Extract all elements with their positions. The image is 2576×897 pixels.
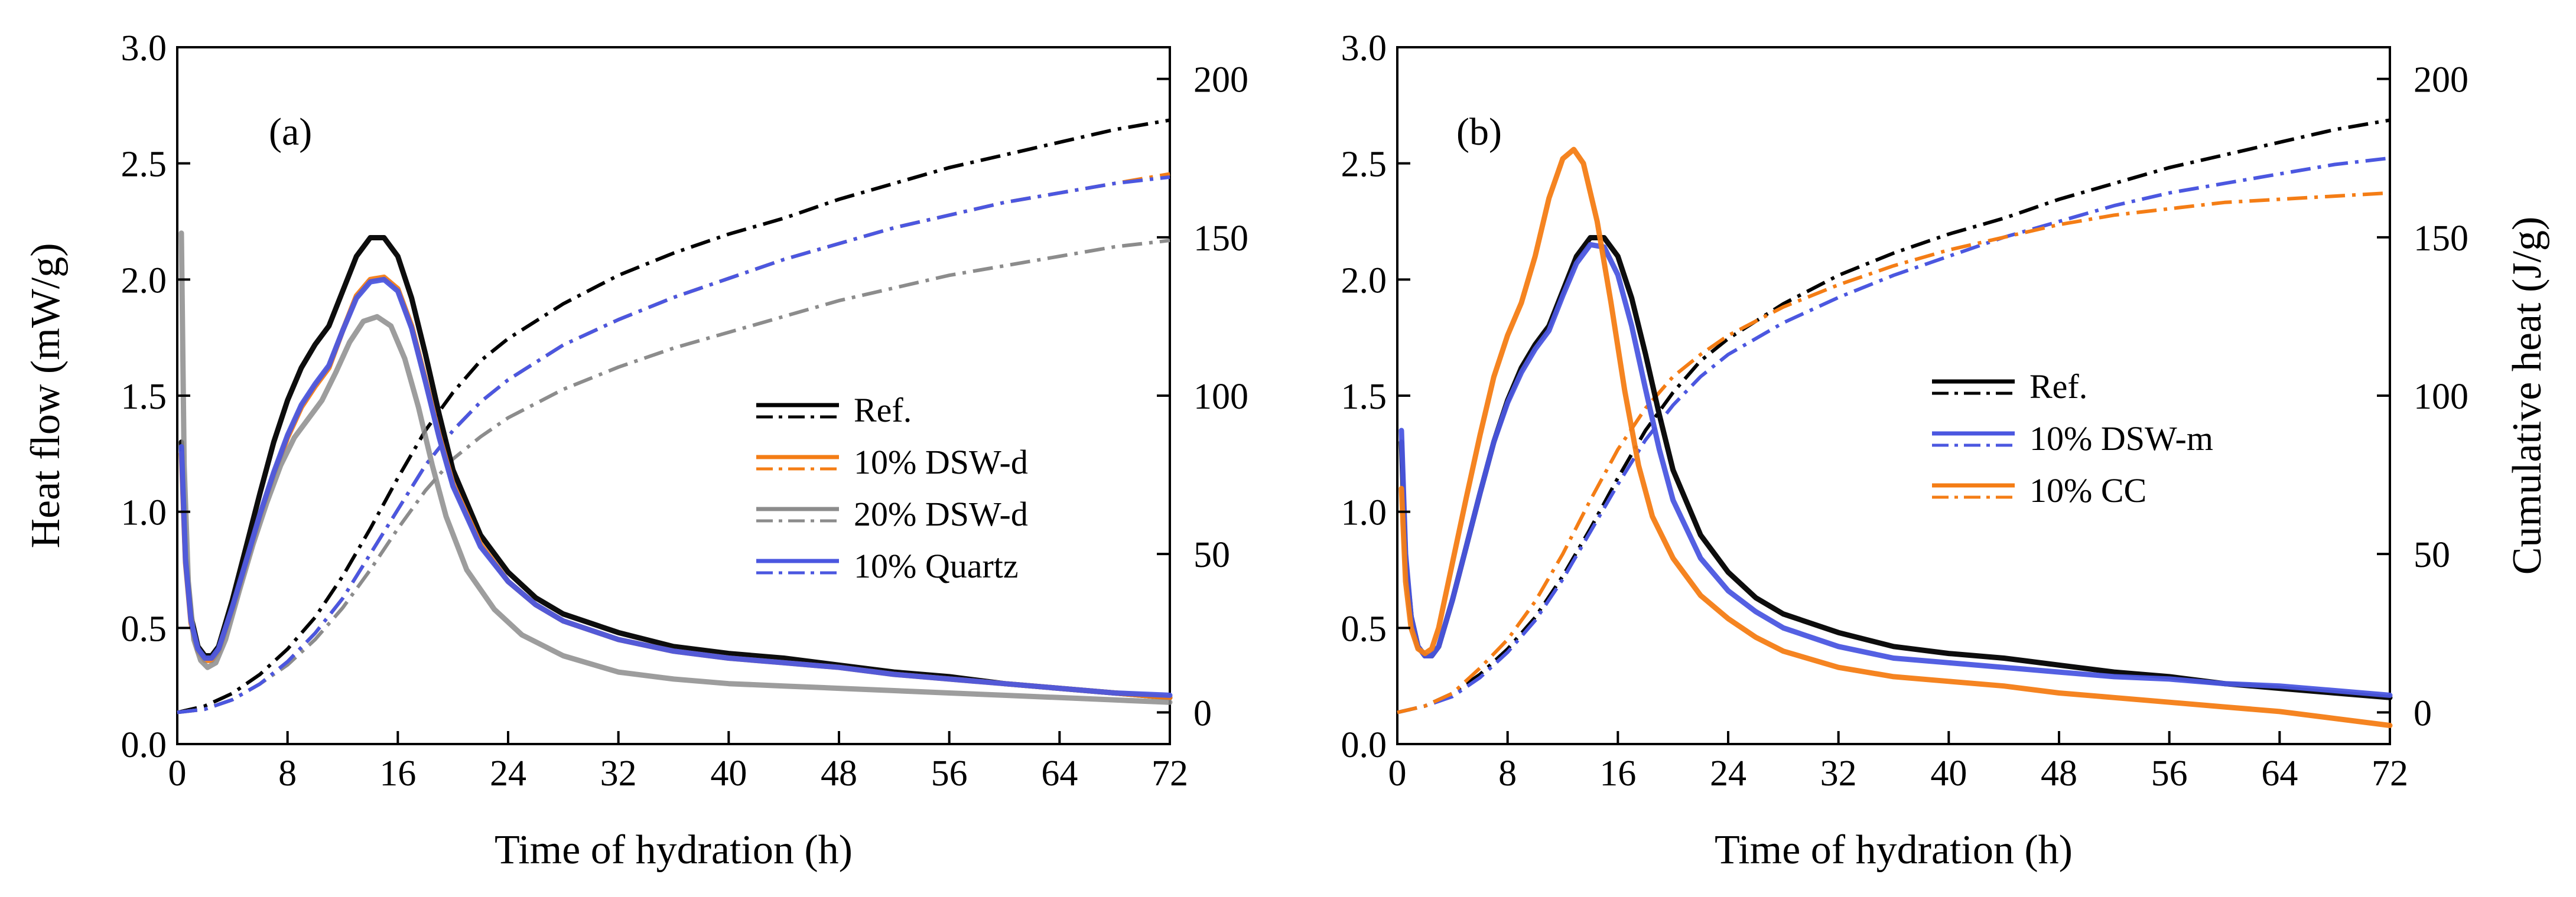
legend-label-10-dsw-d: 10% DSW-d	[854, 443, 1028, 481]
panel-b: 0 8 16 24 32 40 48 56 64 72 0.0 0.5 1.0 1.5 2.0 2.5 3.0 0…	[1341, 28, 2551, 873]
y-tick-label: 2.5	[1341, 145, 1387, 185]
y2-tick-label: 100	[1193, 377, 1248, 417]
y-tick-label: 1.5	[121, 377, 167, 417]
x-axis-title-b: Time of hydration (h)	[1715, 827, 2073, 873]
x-tick-label: 32	[1820, 754, 1857, 794]
x-tick-label: 32	[600, 754, 637, 794]
y-axis-title-a: Heat flow (mW/g)	[23, 243, 69, 548]
legend-b: Ref. 10% DSW-m 10% CC	[1932, 367, 2213, 510]
legend-label-ref: Ref.	[854, 391, 912, 429]
panel-label-a: (a)	[269, 110, 312, 154]
panel-a: 0 8 16 24 32 40 48 56 64 72 0.0 0.5 1.0 1.5 2.0 2.5 3.0 0…	[23, 28, 1248, 873]
heat-flow-line-ref	[1398, 235, 2393, 700]
heat-flow-line-10-cc	[1398, 146, 2393, 728]
y2-tick-label: 150	[2414, 218, 2468, 259]
cumulative-line-10-cc	[1397, 191, 2390, 715]
y2-tick-label: 50	[2414, 535, 2450, 575]
ticks-a: 0 8 16 24 32 40 48 56 64 72 0.0 0.5 1.0 1.5 2.0 2.5 3.0 0…	[121, 28, 1249, 794]
cumulative-line-ref	[177, 118, 1170, 715]
panel-label-b: (b)	[1456, 110, 1502, 154]
legend-a: Ref. 10% DSW-d 20% DSW-d 10% Quartz	[756, 391, 1028, 585]
x-tick-label: 24	[490, 754, 526, 794]
x-tick-label: 16	[379, 754, 416, 794]
x-tick-label: 64	[1041, 754, 1078, 794]
y2-tick-label: 100	[2414, 377, 2468, 417]
y2-axis-title-b: Cumulative heat (J/g)	[2505, 217, 2550, 575]
y-tick-label: 1.0	[1341, 493, 1387, 533]
cumulative-line-ref	[1397, 118, 2390, 715]
y-tick-label: 2.0	[121, 260, 167, 301]
x-tick-label: 24	[1710, 754, 1746, 794]
x-tick-label: 8	[1498, 754, 1517, 794]
x-tick-label: 48	[2041, 754, 2077, 794]
y-tick-label: 2.0	[1341, 260, 1387, 301]
x-tick-label: 0	[168, 754, 187, 794]
y2-tick-label: 200	[2414, 60, 2468, 100]
x-axis-title-a: Time of hydration (h)	[495, 827, 853, 873]
x-tick-label: 56	[931, 754, 968, 794]
heat-flow-line-10-dsw-m	[1398, 242, 2393, 698]
y-tick-label: 3.0	[1341, 28, 1387, 69]
curves-b	[1397, 118, 2393, 728]
ticks-b: 0 8 16 24 32 40 48 56 64 72 0.0 0.5 1.0 1.5 2.0 2.5 3.0 0…	[1341, 28, 2469, 794]
y-tick-label: 3.0	[121, 28, 167, 69]
y-tick-label: 0.0	[1341, 725, 1387, 765]
y-tick-label: 0.5	[1341, 609, 1387, 649]
y-tick-label: 2.5	[121, 145, 167, 185]
cumulative-line-10-quartz	[177, 175, 1170, 715]
legend-label-10-dsw-m: 10% DSW-m	[2029, 419, 2213, 458]
curves-a	[177, 118, 1173, 715]
legend-label-ref: Ref.	[2029, 367, 2087, 406]
x-tick-label: 56	[2151, 754, 2188, 794]
x-tick-label: 72	[2372, 754, 2408, 794]
x-tick-label: 8	[278, 754, 297, 794]
x-tick-label: 40	[1930, 754, 1967, 794]
cumulative-line-20-dsw-d	[177, 239, 1170, 715]
x-tick-label: 64	[2261, 754, 2298, 794]
y2-tick-label: 0	[1193, 693, 1212, 733]
x-tick-label: 0	[1388, 754, 1407, 794]
legend-label-10-quartz: 10% Quartz	[854, 547, 1019, 585]
heat-flow-line-10-dsw-d	[178, 274, 1173, 700]
y2-tick-label: 0	[2414, 693, 2432, 733]
heat-flow-line-10-quartz	[178, 276, 1173, 698]
y2-tick-label: 200	[1193, 60, 1248, 100]
legend-label-10-cc: 10% CC	[2029, 471, 2146, 510]
x-tick-label: 72	[1152, 754, 1188, 794]
y-tick-label: 0.5	[121, 609, 167, 649]
y-tick-label: 1.5	[1341, 377, 1387, 417]
y-tick-label: 1.0	[121, 493, 167, 533]
y2-tick-label: 150	[1193, 218, 1248, 259]
x-tick-label: 16	[1599, 754, 1636, 794]
y2-tick-label: 50	[1193, 535, 1230, 575]
x-tick-label: 48	[821, 754, 857, 794]
heat-flow-line-20-dsw-d	[178, 230, 1173, 705]
cumulative-line-10-dsw-m	[1397, 156, 2390, 715]
y-tick-label: 0.0	[121, 725, 167, 765]
legend-label-20-dsw-d: 20% DSW-d	[854, 495, 1028, 533]
x-tick-label: 40	[710, 754, 747, 794]
